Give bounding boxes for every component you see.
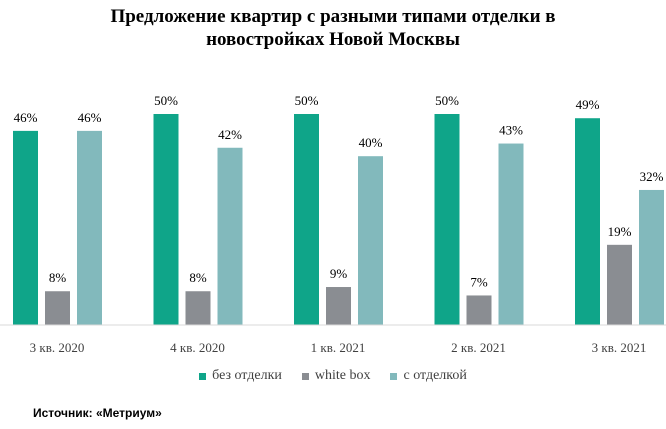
data-label-2-2: 8%	[189, 270, 207, 285]
x-tick-label-1: 3 кв. 2020	[30, 340, 85, 355]
bar-3-1	[77, 130, 102, 325]
legend-item-2: white box	[301, 368, 371, 384]
bar-1-1	[13, 130, 38, 325]
data-label-2-3: 9%	[330, 266, 348, 281]
x-tick-label-3: 1 кв. 2021	[311, 340, 366, 355]
data-label-1-5: 49%	[576, 97, 600, 112]
legend-item-3: с отделкой	[390, 368, 467, 384]
legend-swatch-2	[301, 372, 309, 380]
data-label-2-5: 19%	[608, 224, 632, 239]
data-label-3-5: 32%	[640, 169, 664, 184]
legend-swatch-3	[390, 372, 398, 380]
bars-layer	[13, 114, 664, 325]
chart-title: Предложение квартир с разными типами отд…	[110, 6, 556, 50]
bar-1-4	[434, 114, 460, 325]
x-tick-label-2: 4 кв. 2020	[170, 340, 225, 355]
data-label-3-2: 42%	[218, 127, 242, 142]
labels-layer: 46% 8% 46% 50% 8% 42% 50% 9% 40% 50% 7% 43% 49% 19% 32…	[14, 93, 664, 289]
bar-1-5	[575, 118, 600, 325]
x-tick-label-5: 3 кв. 2021	[592, 340, 647, 355]
data-label-2-4: 7%	[470, 274, 488, 289]
bar-2-2	[185, 291, 211, 325]
legend-label-2: white box	[314, 368, 371, 383]
bar-3-4	[498, 143, 524, 325]
bar-2-4	[466, 295, 492, 325]
bar-2-1	[45, 291, 70, 325]
data-label-1-4: 50%	[435, 93, 459, 108]
legend-label-3: с отделкой	[403, 368, 467, 383]
data-label-1-1: 46%	[14, 110, 38, 125]
bar-1-2	[153, 114, 179, 325]
data-label-1-2: 50%	[154, 93, 178, 108]
legend-swatch-1	[199, 372, 207, 380]
data-label-3-3: 40%	[359, 135, 383, 150]
bar-2-5	[607, 244, 632, 325]
bar-1-3	[294, 114, 319, 325]
legend-item-1: без отделки	[199, 368, 282, 384]
data-label-1-3: 50%	[295, 93, 319, 108]
bar-3-2	[217, 147, 243, 325]
bar-3-3	[358, 156, 383, 325]
data-label-3-4: 43%	[499, 123, 523, 138]
bar-2-3	[326, 287, 351, 325]
source-note: Источник: «Метриум»	[33, 406, 162, 420]
tick-labels-layer: 3 кв. 2020 4 кв. 2020 1 кв. 2021 2 кв. 2021…	[30, 340, 647, 355]
data-label-3-1: 46%	[78, 110, 102, 125]
legend: без отделки white box с отделкой	[0, 368, 666, 384]
legend-label-1: без отделки	[212, 368, 282, 383]
data-label-2-1: 8%	[49, 270, 67, 285]
bar-3-5	[639, 189, 664, 325]
x-tick-label-4: 2 кв. 2021	[451, 340, 506, 355]
